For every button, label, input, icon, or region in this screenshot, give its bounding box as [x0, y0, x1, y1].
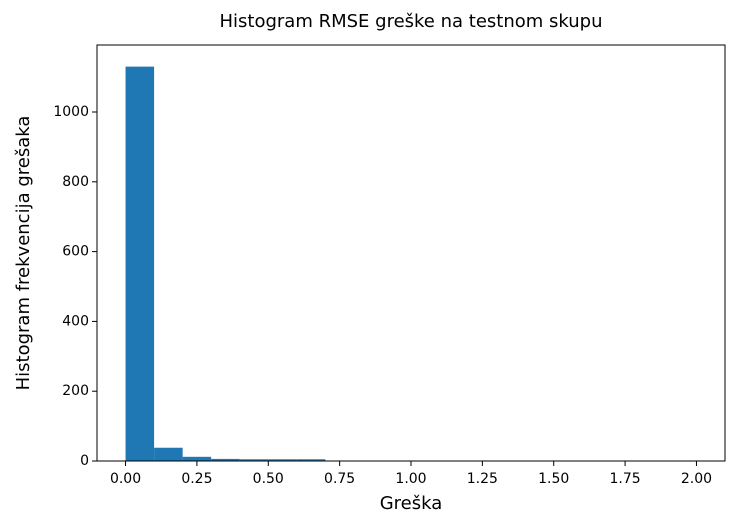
bar — [125, 66, 155, 462]
y-tick-label: 400 — [62, 313, 89, 329]
bar — [268, 459, 297, 461]
y-tick-label: 600 — [62, 244, 89, 260]
chart-title: Histogram RMSE greške na testnom skupu — [219, 11, 602, 32]
x-tick-label: 2.00 — [681, 471, 712, 487]
y-axis-label: Histogram frekvencija grešaka — [13, 116, 34, 391]
x-tick-label: 0.75 — [324, 471, 355, 487]
y-tick-label: 200 — [62, 383, 89, 399]
x-tick-label: 0.25 — [181, 471, 212, 487]
x-tick-label: 1.00 — [395, 471, 426, 487]
x-axis-label: Greška — [380, 493, 443, 514]
x-tick-label: 0.00 — [110, 471, 141, 487]
y-tick-label: 0 — [80, 453, 89, 469]
bar — [182, 456, 212, 461]
x-tick-label: 1.50 — [538, 471, 569, 487]
y-tick-label: 800 — [62, 174, 89, 190]
x-tick-label: 0.50 — [253, 471, 284, 487]
bar — [211, 458, 240, 461]
x-tick-label: 1.25 — [467, 471, 498, 487]
y-tick-label: 1000 — [53, 104, 89, 120]
x-tick-label: 1.75 — [610, 471, 641, 487]
plot-frame — [96, 44, 726, 462]
bar — [239, 459, 269, 461]
bar — [296, 459, 326, 461]
bar — [154, 447, 183, 461]
